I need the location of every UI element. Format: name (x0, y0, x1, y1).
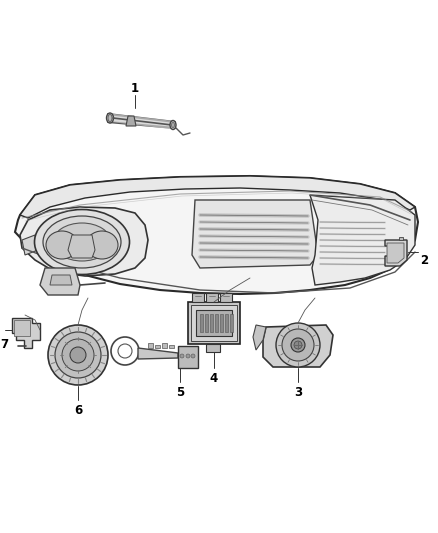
Polygon shape (155, 345, 160, 348)
Circle shape (55, 332, 101, 378)
Polygon shape (22, 235, 38, 255)
Circle shape (186, 354, 190, 358)
Ellipse shape (35, 209, 130, 274)
Polygon shape (15, 176, 418, 294)
Polygon shape (40, 268, 80, 295)
Polygon shape (192, 200, 318, 268)
Polygon shape (20, 207, 148, 276)
Ellipse shape (86, 231, 118, 259)
Text: 6: 6 (74, 403, 82, 416)
Polygon shape (200, 314, 203, 332)
Text: 7: 7 (0, 338, 8, 351)
Polygon shape (162, 343, 167, 348)
Polygon shape (310, 195, 415, 285)
Text: 5: 5 (176, 385, 184, 399)
Polygon shape (50, 275, 72, 285)
Polygon shape (210, 314, 213, 332)
Polygon shape (188, 302, 240, 344)
Polygon shape (14, 320, 30, 336)
Ellipse shape (46, 231, 78, 259)
Ellipse shape (108, 115, 112, 122)
Ellipse shape (106, 113, 113, 123)
Polygon shape (192, 293, 204, 302)
Text: 4: 4 (210, 372, 218, 384)
Polygon shape (263, 325, 333, 367)
Ellipse shape (53, 223, 111, 261)
Polygon shape (206, 344, 220, 352)
Circle shape (48, 325, 108, 385)
Polygon shape (126, 116, 136, 126)
Polygon shape (220, 293, 232, 302)
Ellipse shape (170, 120, 176, 130)
Polygon shape (225, 314, 228, 332)
Circle shape (291, 338, 305, 352)
Polygon shape (169, 345, 174, 348)
Polygon shape (191, 305, 237, 341)
Polygon shape (215, 314, 218, 332)
Circle shape (282, 329, 314, 361)
Circle shape (62, 339, 94, 371)
Text: 1: 1 (131, 82, 139, 94)
Circle shape (180, 354, 184, 358)
Ellipse shape (172, 123, 174, 127)
Polygon shape (206, 293, 218, 302)
Polygon shape (178, 346, 198, 368)
Polygon shape (196, 310, 232, 336)
Polygon shape (230, 314, 233, 332)
Circle shape (276, 323, 320, 367)
Circle shape (191, 354, 195, 358)
Polygon shape (20, 176, 415, 218)
Polygon shape (399, 237, 403, 240)
Polygon shape (138, 348, 178, 359)
Polygon shape (148, 343, 153, 348)
Circle shape (70, 347, 86, 363)
Polygon shape (253, 325, 266, 350)
Polygon shape (205, 314, 208, 332)
Polygon shape (387, 243, 404, 263)
Polygon shape (68, 235, 95, 258)
Text: 3: 3 (294, 385, 302, 399)
Polygon shape (220, 314, 223, 332)
Ellipse shape (43, 216, 121, 268)
Polygon shape (385, 240, 407, 266)
Text: 2: 2 (420, 254, 428, 266)
Polygon shape (12, 318, 40, 348)
Circle shape (294, 341, 302, 349)
